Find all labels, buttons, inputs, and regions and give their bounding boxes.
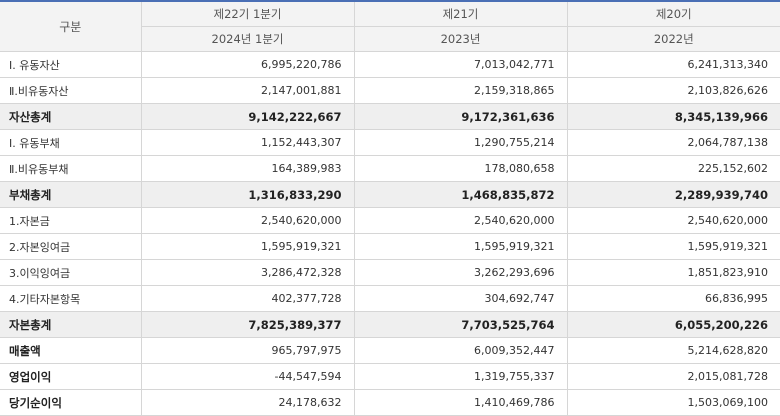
table-row: 자본총계 7,825,389,377 7,703,525,764 6,055,200,… bbox=[0, 311, 780, 338]
row-value-3: 2,015,081,728 bbox=[566, 363, 780, 390]
row-value-1: 1,316,833,290 bbox=[140, 181, 355, 208]
row-value-1: 7,825,389,377 bbox=[140, 311, 355, 338]
row-value-1: 2,540,620,000 bbox=[140, 207, 355, 234]
row-value-3: 2,540,620,000 bbox=[566, 207, 780, 234]
table-row: Ⅰ. 유동부채 1,152,443,307 1,290,755,214 2,064,7… bbox=[0, 129, 780, 156]
row-value-2: 178,080,658 bbox=[353, 155, 568, 182]
table-row: Ⅱ.비유동부채 164,389,983 178,080,658 225,152,602 bbox=[0, 155, 780, 182]
date-header-2: 2023년 bbox=[353, 26, 568, 52]
table-row: 4.기타자본항목 402,377,728 304,692,747 66,836,995 bbox=[0, 285, 780, 312]
row-label: Ⅰ. 유동자산 bbox=[0, 51, 142, 78]
row-label: Ⅱ.비유동자산 bbox=[0, 77, 142, 104]
table-row: 2.자본잉여금 1,595,919,321 1,595,919,321 1,595,9… bbox=[0, 233, 780, 260]
row-value-3: 5,214,628,820 bbox=[566, 337, 780, 364]
row-value-2: 9,172,361,636 bbox=[353, 103, 568, 130]
row-value-2: 304,692,747 bbox=[353, 285, 568, 312]
row-value-2: 1,290,755,214 bbox=[353, 129, 568, 156]
row-label: 4.기타자본항목 bbox=[0, 285, 142, 312]
row-value-3: 6,055,200,226 bbox=[566, 311, 780, 338]
table-row: Ⅱ.비유동자산 2,147,001,881 2,159,318,865 2,103,8… bbox=[0, 77, 780, 104]
row-value-3: 1,851,823,910 bbox=[566, 259, 780, 286]
row-value-1: 1,595,919,321 bbox=[140, 233, 355, 260]
table-header: 구분 제22기 1분기 제21기 제20기 2024년 1분기 2023년 20… bbox=[0, 0, 780, 52]
row-label: 3.이익잉여금 bbox=[0, 259, 142, 286]
table-row: 당기순이익 24,178,632 1,410,469,786 1,503,069,10… bbox=[0, 389, 780, 416]
row-value-1: 164,389,983 bbox=[140, 155, 355, 182]
row-value-2: 1,319,755,337 bbox=[353, 363, 568, 390]
table-row: 자산총계 9,142,222,667 9,172,361,636 8,345,139,… bbox=[0, 103, 780, 130]
row-value-1: 965,797,975 bbox=[140, 337, 355, 364]
row-value-3: 2,103,826,626 bbox=[566, 77, 780, 104]
row-value-3: 8,345,139,966 bbox=[566, 103, 780, 130]
row-value-1: 2,147,001,881 bbox=[140, 77, 355, 104]
row-value-2: 2,540,620,000 bbox=[353, 207, 568, 234]
period-header-2: 제21기 bbox=[353, 0, 568, 27]
row-value-2: 1,468,835,872 bbox=[353, 181, 568, 208]
row-label: 매출액 bbox=[0, 337, 142, 364]
row-value-2: 3,262,293,696 bbox=[353, 259, 568, 286]
row-value-2: 2,159,318,865 bbox=[353, 77, 568, 104]
row-value-3: 2,064,787,138 bbox=[566, 129, 780, 156]
header-row-period: 구분 제22기 1분기 제21기 제20기 bbox=[0, 0, 780, 52]
table-row: Ⅰ. 유동자산 6,995,220,786 7,013,042,771 6,241,3… bbox=[0, 51, 780, 78]
row-label: 당기순이익 bbox=[0, 389, 142, 416]
row-value-3: 6,241,313,340 bbox=[566, 51, 780, 78]
row-value-1: 402,377,728 bbox=[140, 285, 355, 312]
table-row: 부채총계 1,316,833,290 1,468,835,872 2,289,939,… bbox=[0, 181, 780, 208]
table-row: 1.자본금 2,540,620,000 2,540,620,000 2,540,620… bbox=[0, 207, 780, 234]
date-header-3: 2022년 bbox=[566, 26, 780, 52]
row-value-2: 1,595,919,321 bbox=[353, 233, 568, 260]
row-label: 자산총계 bbox=[0, 103, 142, 130]
table-row: 매출액 965,797,975 6,009,352,447 5,214,628,820 bbox=[0, 337, 780, 364]
table-row: 3.이익잉여금 3,286,472,328 3,262,293,696 1,851,8… bbox=[0, 259, 780, 286]
period-header-1: 제22기 1분기 bbox=[140, 0, 355, 27]
row-value-1: 24,178,632 bbox=[140, 389, 355, 416]
row-value-1: 9,142,222,667 bbox=[140, 103, 355, 130]
row-value-3: 66,836,995 bbox=[566, 285, 780, 312]
row-value-1: 6,995,220,786 bbox=[140, 51, 355, 78]
row-value-1: -44,547,594 bbox=[140, 363, 355, 390]
row-value-3: 1,503,069,100 bbox=[566, 389, 780, 416]
date-header-1: 2024년 1분기 bbox=[141, 26, 355, 52]
row-value-1: 1,152,443,307 bbox=[140, 129, 355, 156]
row-label: 자본총계 bbox=[0, 311, 142, 338]
row-value-2: 6,009,352,447 bbox=[353, 337, 568, 364]
row-value-3: 225,152,602 bbox=[566, 155, 780, 182]
period-header-3: 제20기 bbox=[566, 0, 780, 27]
row-label: 1.자본금 bbox=[0, 207, 142, 234]
row-value-3: 2,289,939,740 bbox=[566, 181, 780, 208]
category-header: 구분 bbox=[0, 0, 142, 52]
row-label: Ⅱ.비유동부채 bbox=[0, 155, 142, 182]
row-value-1: 3,286,472,328 bbox=[140, 259, 355, 286]
row-value-2: 1,410,469,786 bbox=[353, 389, 568, 416]
row-label: 2.자본잉여금 bbox=[0, 233, 142, 260]
row-value-2: 7,013,042,771 bbox=[353, 51, 568, 78]
row-label: 영업이익 bbox=[0, 363, 142, 390]
row-label: 부채총계 bbox=[0, 181, 142, 208]
table-body: Ⅰ. 유동자산 6,995,220,786 7,013,042,771 6,241,3… bbox=[0, 51, 780, 416]
row-value-2: 7,703,525,764 bbox=[353, 311, 568, 338]
row-label: Ⅰ. 유동부채 bbox=[0, 129, 142, 156]
table-row: 영업이익 -44,547,594 1,319,755,337 2,015,081,72… bbox=[0, 363, 780, 390]
row-value-3: 1,595,919,321 bbox=[566, 233, 780, 260]
